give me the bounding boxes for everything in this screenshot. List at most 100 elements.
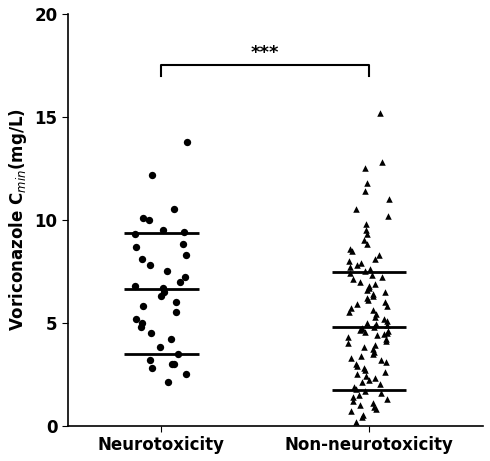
Point <box>353 371 361 378</box>
Point <box>380 331 388 338</box>
Point <box>355 391 363 398</box>
Point <box>346 263 354 271</box>
Point <box>358 379 366 386</box>
Point <box>180 229 188 236</box>
Point <box>378 159 386 166</box>
Point <box>157 292 165 300</box>
Point <box>357 260 365 267</box>
Point <box>369 350 377 357</box>
Point <box>386 195 393 203</box>
Point <box>352 360 360 367</box>
Point <box>382 358 390 366</box>
Point <box>358 325 366 332</box>
Point <box>353 301 361 308</box>
Point <box>381 288 389 296</box>
Point <box>171 206 178 213</box>
Point <box>365 284 373 291</box>
Point <box>360 344 368 351</box>
Point <box>146 356 154 363</box>
Point <box>383 317 391 325</box>
Point <box>176 278 184 285</box>
Point <box>358 324 366 331</box>
Point <box>344 340 352 347</box>
Point <box>376 381 384 388</box>
Point <box>381 298 389 306</box>
Point <box>179 241 187 248</box>
Point <box>352 206 360 213</box>
Point <box>356 278 364 285</box>
Point <box>384 329 392 337</box>
Point <box>361 187 368 195</box>
Point <box>381 368 389 376</box>
Point <box>172 298 180 306</box>
Point <box>350 383 358 390</box>
Point <box>371 375 379 382</box>
Point <box>372 320 380 327</box>
Point <box>132 243 140 250</box>
Point <box>138 319 146 326</box>
Point <box>366 377 373 384</box>
Point <box>365 282 372 290</box>
Point <box>344 333 352 341</box>
Point <box>362 267 369 275</box>
Point <box>159 226 167 234</box>
Point <box>364 296 372 304</box>
Point <box>167 336 174 343</box>
Point <box>347 305 355 312</box>
Point <box>369 290 377 298</box>
Point <box>145 216 152 224</box>
Point <box>369 292 377 300</box>
Point <box>382 337 390 345</box>
Point <box>372 311 380 318</box>
Point <box>360 236 368 244</box>
Point <box>148 364 156 372</box>
Point <box>164 379 172 386</box>
Point <box>384 212 392 219</box>
Point <box>377 356 385 363</box>
Point <box>362 220 369 228</box>
Point <box>347 408 355 415</box>
Point <box>364 230 371 238</box>
Point <box>370 403 378 411</box>
Point <box>364 241 371 248</box>
Point <box>148 171 156 178</box>
Point <box>138 255 146 263</box>
Point <box>361 366 369 374</box>
Point <box>353 362 361 370</box>
Point <box>382 336 390 343</box>
Point <box>160 288 168 296</box>
Point <box>132 315 140 322</box>
Point <box>346 245 354 252</box>
Point <box>139 214 147 221</box>
Point <box>159 284 167 291</box>
Point <box>353 261 361 269</box>
Point <box>360 364 368 372</box>
Point <box>147 329 155 337</box>
Point <box>369 348 377 355</box>
Point <box>345 309 353 316</box>
Point <box>362 372 369 380</box>
Point <box>169 360 176 367</box>
Point <box>361 165 369 172</box>
Point <box>368 272 376 279</box>
Point <box>139 302 147 310</box>
Point <box>345 257 353 265</box>
Point <box>183 138 191 145</box>
Point <box>380 315 388 322</box>
Point <box>366 266 374 273</box>
Point <box>347 354 355 361</box>
Point <box>364 286 371 294</box>
Point <box>170 360 178 367</box>
Point <box>163 267 171 275</box>
Point <box>181 274 189 281</box>
Point <box>137 323 145 331</box>
Point <box>377 389 385 396</box>
Point <box>182 251 190 259</box>
Point <box>131 282 139 290</box>
Point <box>357 352 365 359</box>
Point <box>371 406 379 413</box>
Point <box>349 397 357 405</box>
Point <box>363 319 370 326</box>
Point <box>146 261 154 269</box>
Point <box>371 280 379 287</box>
